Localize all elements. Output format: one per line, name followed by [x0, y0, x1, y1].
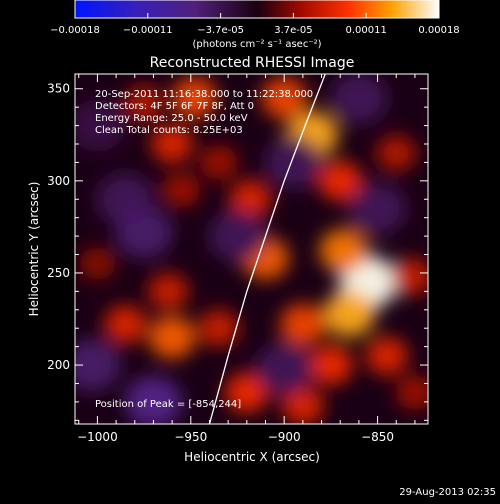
intensity-blob: [75, 99, 127, 152]
y-tick-label: 300: [47, 174, 70, 188]
intensity-blob: [261, 77, 307, 119]
x-tick-label: −850: [361, 430, 394, 444]
colorbar-tick-label: 3.7e-05: [274, 25, 312, 36]
x-tick-label: −950: [174, 430, 207, 444]
intensity-blob: [162, 172, 201, 208]
intensity-blob: [376, 135, 417, 172]
x-tick-label: −900: [268, 430, 301, 444]
annotation-energy: Energy Range: 25.0 - 50.0 keV: [95, 113, 248, 124]
footer-date: 29-Aug-2013 02:35: [399, 487, 496, 498]
intensity-blob: [171, 77, 218, 119]
annotation-peak: Position of Peak = [-854,244]: [95, 399, 241, 410]
intensity-blob: [124, 375, 183, 424]
colorbar-unit-label: (photons cm⁻² s⁻¹ asec⁻²): [192, 39, 321, 50]
colorbar-frame: [74, 0, 440, 19]
annotation-time: 20-Sep-2011 11:16:38.000 to 11:22:38.000: [95, 89, 313, 100]
intensity-blob: [348, 182, 407, 235]
annotation-block: 20-Sep-2011 11:16:38.000 to 11:22:38.000…: [95, 89, 313, 410]
intensity-blob: [124, 85, 164, 122]
intensity-blob: [390, 257, 428, 296]
chart-title: Reconstructed RHESSI Image: [150, 55, 355, 71]
x-axis-label: Heliocentric X (arcsec): [184, 450, 320, 464]
intensity-blob: [281, 386, 325, 424]
colorbar: −0.00018 −0.00011 −3.7e-05 3.7e-05 0.00011 0.…: [50, 0, 460, 50]
colorbar-tick-label: 0.00011: [346, 25, 387, 36]
intensity-blob: [319, 228, 369, 273]
intensity-blob: [148, 316, 196, 359]
intensity-blob: [147, 272, 189, 311]
plot-area: −1000 −950 −900 −850 200 250 300 350: [47, 73, 429, 444]
intensity-blob: [224, 372, 269, 413]
intensity-blob: [115, 206, 173, 259]
intensity-blob: [264, 136, 323, 189]
intensity-blob: [75, 339, 121, 392]
intensity-blob: [308, 345, 353, 386]
intensity-blob: [318, 160, 363, 201]
y-tick-label: 350: [47, 82, 70, 96]
y-axis-label: Heliocentric Y (arcsec): [27, 182, 41, 317]
intensity-blob: [395, 375, 428, 411]
intensity-blob: [330, 74, 388, 124]
colorbar-tick-label: −3.7e-05: [197, 25, 244, 36]
intensity-blob: [280, 303, 326, 346]
intensity-blob: [208, 210, 267, 263]
intensity-blob: [323, 290, 376, 337]
colorbar-gradient: [75, 0, 439, 18]
intensity-blob: [198, 309, 240, 347]
y-tick-label: 250: [47, 266, 70, 280]
annotation-detectors: Detectors: 4F 5F 6F 7F 8F, Att 0: [95, 101, 254, 112]
intensity-blob: [229, 179, 272, 219]
intensity-blob: [365, 336, 409, 376]
intensity-blob: [79, 247, 116, 281]
x-tick-label: −1000: [77, 430, 118, 444]
intensity-blob: [104, 305, 147, 344]
intensity-blob: [150, 124, 194, 164]
solar-limb-curve: [208, 74, 326, 424]
y-tick-label: 200: [47, 358, 70, 372]
colorbar-tick-label: 0.00018: [418, 25, 459, 36]
annotation-method: Clean Total counts: 8.25E+03: [95, 125, 243, 136]
intensity-blob: [199, 145, 238, 180]
plot-frame: [74, 73, 429, 425]
colorbar-tick-label: −0.00011: [123, 25, 173, 36]
colorbar-tick-label: −0.00018: [50, 25, 100, 36]
intensity-blob: [255, 342, 313, 395]
